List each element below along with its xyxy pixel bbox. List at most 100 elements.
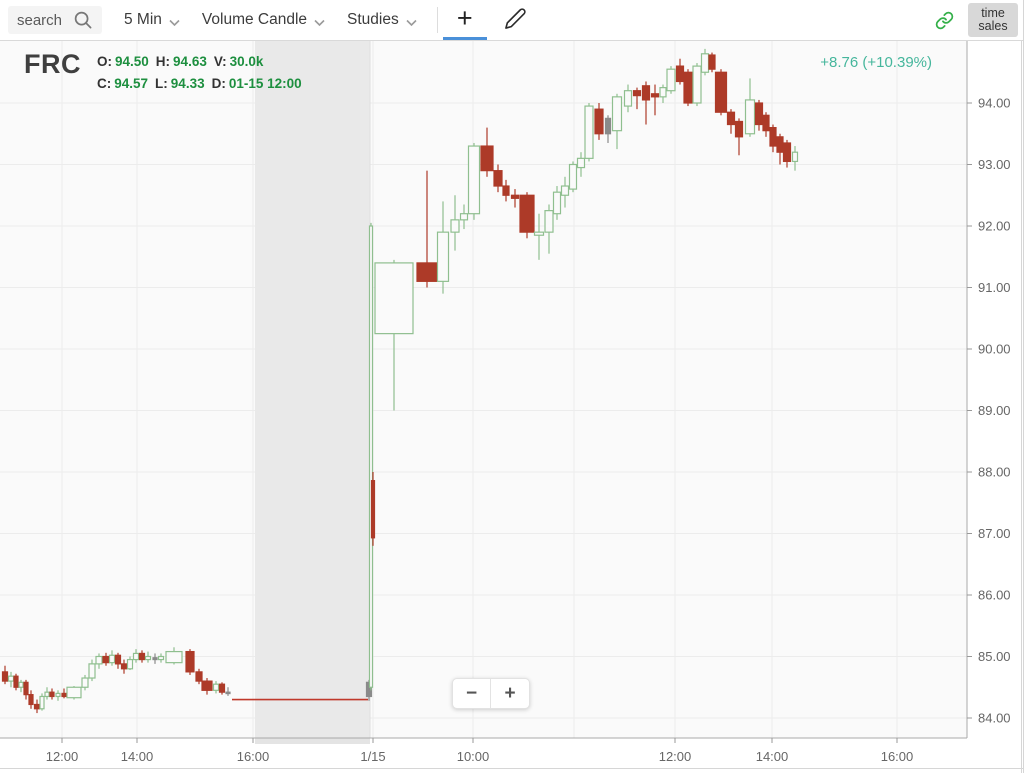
candle [611, 93, 623, 150]
x-axis-label: 10:00 [457, 749, 490, 764]
ohlc-field-label: V: [213, 53, 227, 69]
candle [594, 103, 604, 140]
candle [493, 164, 503, 193]
ohlc-field-label: H: [155, 53, 171, 69]
timeframe-label: 5 Min [124, 11, 162, 28]
symbol-label: FRC [24, 49, 81, 79]
y-axis-label: 93.00 [978, 157, 1011, 172]
candle [552, 186, 562, 220]
search-label: search [17, 11, 63, 29]
candle [61, 688, 67, 699]
candle [436, 201, 450, 294]
ohlc-field-value: 94.63 [173, 53, 207, 69]
y-axis-label: 86.00 [978, 588, 1011, 603]
chart-type-label: Volume Candle [201, 11, 308, 28]
candlestick-chart: 94.00 93.00 92.00 91.00 90.00 89.00 88.00 87.00… [0, 41, 1023, 773]
candle [641, 81, 651, 125]
price-axis-strip [967, 41, 1023, 773]
search-icon [73, 10, 93, 30]
y-axis-label: 92.00 [978, 219, 1011, 234]
candle [769, 124, 777, 153]
y-axis-label: 88.00 [978, 465, 1011, 480]
candle [683, 69, 693, 107]
candle [23, 679, 29, 700]
y-axis-label: 89.00 [978, 403, 1011, 418]
y-axis: 94.00 93.00 92.00 91.00 90.00 89.00 88.00 87.00… [967, 96, 1011, 726]
link-icon[interactable] [935, 11, 954, 30]
candle [791, 146, 799, 171]
candle [623, 84, 633, 113]
candle [560, 176, 570, 208]
ohlc-field-value: 01-15 12:00 [228, 75, 302, 91]
chart-canvas[interactable]: 94.00 93.00 92.00 91.00 90.00 89.00 88.00 87.00… [0, 41, 1023, 773]
x-axis-label: 14:00 [756, 749, 789, 764]
x-axis-label: 12:00 [659, 749, 692, 764]
draw-tool-button[interactable] [504, 7, 527, 35]
ohlc-line1: O: 94.50 H: 94.63 V: 30.0k [97, 50, 309, 72]
symbol-search[interactable]: search [8, 6, 102, 34]
candle [502, 179, 510, 202]
active-tab-underline [442, 37, 487, 40]
y-axis-label: 90.00 [978, 342, 1011, 357]
quote-header: FRC O: 94.50 H: 94.63 V: 30.0k C: 94.57 L: 94.33… [24, 49, 309, 94]
ohlc-field-label: D: [211, 75, 226, 91]
session-shade-axis-bleed [255, 738, 370, 744]
ohlc-line2: C: 94.57 L: 94.33 D: 01-15 12:00 [97, 72, 309, 94]
candle [165, 647, 183, 665]
candle [44, 687, 50, 700]
candle [81, 674, 89, 691]
zoom-out-button[interactable]: − [453, 679, 491, 708]
x-axis-label: 16:00 [881, 749, 914, 764]
toolbar: search 5 Min Volume Candle Studies + [0, 0, 1023, 41]
candle [544, 204, 554, 254]
candle [1, 665, 9, 685]
candle [88, 659, 96, 682]
candle [459, 204, 469, 230]
candle [55, 690, 61, 701]
candle [114, 652, 122, 669]
candle [744, 78, 756, 137]
x-axis-label: 16:00 [237, 749, 270, 764]
chevron-down-icon [314, 14, 325, 32]
candle [510, 189, 520, 208]
candle [28, 690, 34, 709]
candle [450, 195, 460, 251]
x-axis-label: 1/15 [360, 749, 385, 764]
ohlc-field-label: O: [97, 53, 112, 69]
chevron-down-icon [169, 14, 180, 32]
candle [754, 99, 764, 131]
candle [18, 679, 24, 693]
candle [584, 103, 594, 162]
chart-type-dropdown[interactable]: Volume Candle [202, 9, 325, 32]
timeframe-dropdown[interactable]: 5 Min [124, 9, 180, 32]
candle [692, 63, 702, 107]
candle [368, 222, 374, 691]
time-sales-button[interactable]: time sales [968, 3, 1018, 37]
ohlc-field-value: 30.0k [229, 53, 264, 69]
candle [39, 693, 45, 711]
toolbar-divider [436, 7, 438, 33]
x-axis-label: 12:00 [46, 749, 79, 764]
candle [225, 687, 231, 696]
ohlc-field-value: 94.57 [114, 75, 149, 91]
y-axis-label: 91.00 [978, 280, 1011, 295]
y-axis-label: 87.00 [978, 526, 1011, 541]
candle [195, 668, 203, 685]
plus-icon: + [456, 3, 473, 33]
candle [132, 649, 140, 663]
toolbar-left-group: search 5 Min Volume Candle Studies + [8, 0, 527, 40]
studies-dropdown[interactable]: Studies [347, 9, 417, 32]
axis-borders [0, 41, 968, 739]
candle [152, 653, 158, 664]
candle [480, 127, 494, 177]
ohlc-field-label: C: [97, 75, 112, 91]
candle [374, 259, 414, 411]
candle [714, 69, 728, 116]
price-change-label: +8.76 (+10.39%) [820, 54, 932, 71]
toolbar-right-group: time sales [935, 0, 1018, 40]
zoom-in-button[interactable]: + [491, 679, 529, 708]
candle [370, 472, 376, 546]
candle [120, 659, 128, 674]
add-chart-tab[interactable]: + [442, 0, 488, 40]
